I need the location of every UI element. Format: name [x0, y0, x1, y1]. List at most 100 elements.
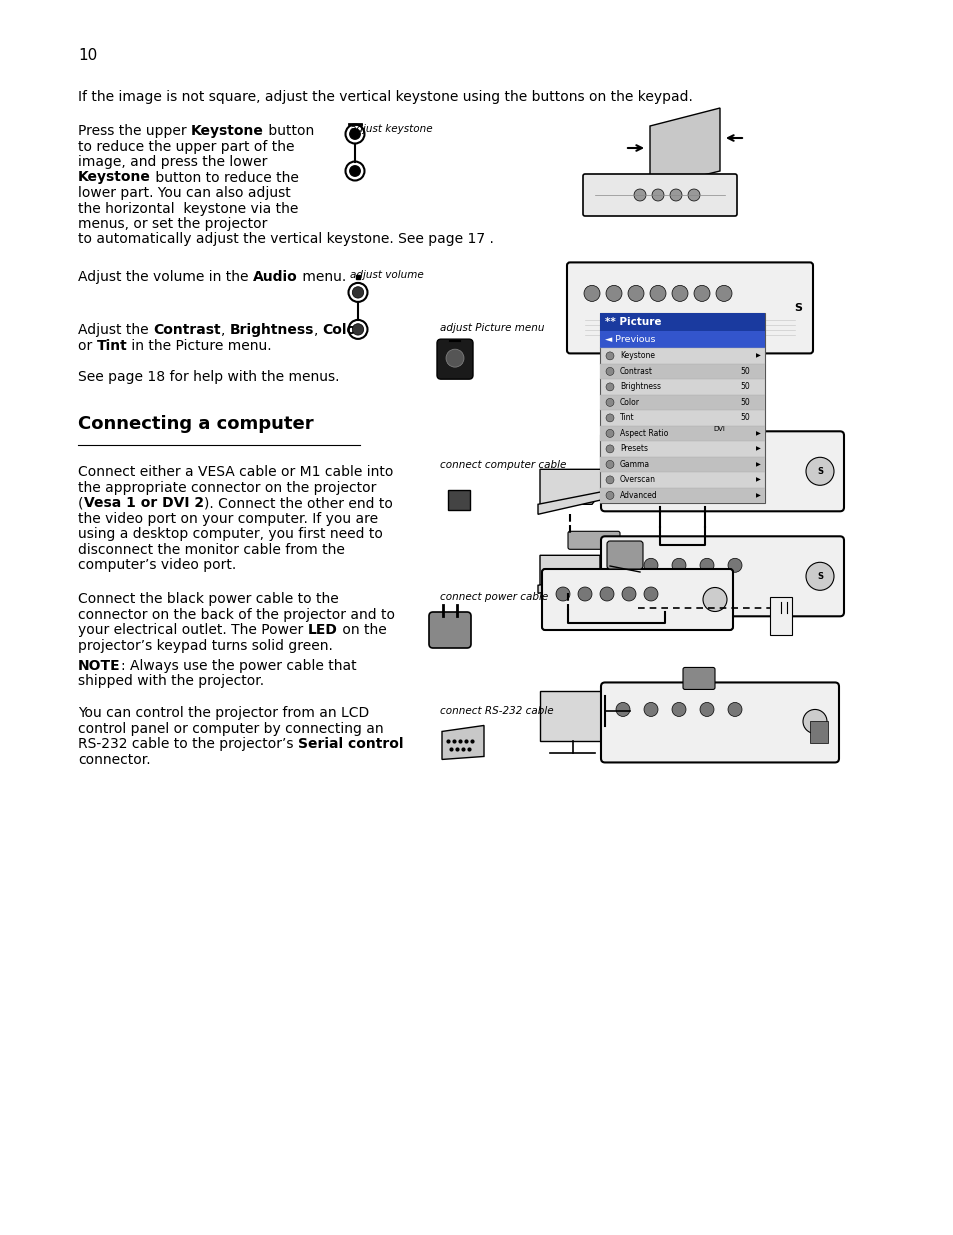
Text: to reduce the upper part of the: to reduce the upper part of the [78, 140, 294, 153]
Circle shape [716, 285, 731, 301]
Text: the horizontal  keystone via the: the horizontal keystone via the [78, 201, 298, 215]
Circle shape [634, 189, 645, 201]
Text: S: S [816, 572, 822, 580]
Circle shape [605, 399, 614, 406]
Bar [769, 597, 791, 635]
Text: ,: , [363, 324, 368, 337]
Polygon shape [537, 573, 601, 593]
Circle shape [700, 703, 713, 716]
Text: Brightness: Brightness [229, 324, 314, 337]
Text: You can control the projector from an LCD: You can control the projector from an LC… [78, 706, 369, 720]
Polygon shape [539, 469, 601, 504]
Text: Tint: Tint [619, 414, 634, 422]
Circle shape [605, 430, 614, 437]
FancyBboxPatch shape [582, 174, 737, 216]
Text: ▶: ▶ [756, 353, 760, 358]
Polygon shape [537, 492, 603, 514]
Text: RS-232 cable to the projector’s: RS-232 cable to the projector’s [78, 737, 297, 751]
Text: Contrast: Contrast [152, 324, 220, 337]
Text: Keystone: Keystone [191, 124, 264, 138]
Text: menu.: menu. [297, 270, 346, 284]
Text: control panel or computer by connecting an: control panel or computer by connecting … [78, 722, 383, 736]
Circle shape [700, 558, 713, 572]
Text: Advanced: Advanced [619, 490, 657, 500]
Circle shape [616, 558, 629, 572]
Circle shape [627, 285, 643, 301]
Circle shape [350, 128, 360, 140]
Text: Keystone: Keystone [78, 170, 151, 184]
Text: connect power cable: connect power cable [439, 592, 548, 601]
Text: computer’s video port.: computer’s video port. [78, 558, 236, 572]
Text: Color: Color [322, 324, 363, 337]
Text: the appropriate connector on the projector: the appropriate connector on the project… [78, 480, 376, 495]
Text: ). Connect the other end to: ). Connect the other end to [203, 496, 392, 510]
Circle shape [599, 587, 614, 601]
Text: Adjust the volume in the: Adjust the volume in the [78, 270, 253, 284]
Text: If the image is not square, adjust the vertical keystone using the buttons on th: If the image is not square, adjust the v… [78, 90, 692, 104]
FancyBboxPatch shape [606, 541, 642, 569]
Text: Press the upper: Press the upper [78, 124, 191, 138]
Text: Contrast: Contrast [619, 367, 652, 375]
Text: DVI: DVI [713, 426, 724, 432]
Circle shape [671, 558, 685, 572]
Text: button to reduce the: button to reduce the [151, 170, 298, 184]
Circle shape [616, 453, 629, 467]
Circle shape [702, 588, 726, 611]
Bar [539, 692, 604, 741]
Text: Connect either a VESA cable or M1 cable into: Connect either a VESA cable or M1 cable … [78, 466, 393, 479]
Circle shape [352, 324, 363, 335]
Polygon shape [441, 725, 483, 760]
FancyBboxPatch shape [566, 262, 812, 353]
Circle shape [802, 709, 826, 734]
Circle shape [350, 165, 360, 177]
Circle shape [605, 383, 614, 391]
Text: S: S [816, 467, 822, 475]
Polygon shape [539, 556, 599, 585]
Bar [599, 488, 764, 503]
Text: : Always use the power cable that: : Always use the power cable that [120, 658, 355, 673]
Text: projector’s keypad turns solid green.: projector’s keypad turns solid green. [78, 638, 333, 652]
FancyBboxPatch shape [436, 340, 473, 379]
Circle shape [693, 285, 709, 301]
Circle shape [446, 350, 463, 367]
Text: Vesa 1 or DVI 2: Vesa 1 or DVI 2 [84, 496, 203, 510]
Bar [599, 395, 764, 410]
Text: Presets: Presets [619, 445, 647, 453]
Circle shape [649, 285, 665, 301]
Text: image, and press the lower: image, and press the lower [78, 156, 267, 169]
Bar [730, 479, 748, 493]
Text: Color: Color [619, 398, 639, 406]
Circle shape [556, 587, 569, 601]
Text: 50: 50 [740, 414, 749, 422]
Text: ,: , [314, 324, 322, 337]
Bar [675, 479, 692, 493]
FancyBboxPatch shape [685, 422, 753, 436]
Circle shape [643, 703, 658, 716]
Text: NOTE: NOTE [78, 658, 120, 673]
Text: using a desktop computer, you first need to: using a desktop computer, you first need… [78, 527, 382, 541]
Circle shape [605, 352, 614, 359]
FancyBboxPatch shape [600, 431, 843, 511]
Circle shape [643, 558, 658, 572]
Text: connect computer cable: connect computer cable [439, 461, 566, 471]
Polygon shape [649, 107, 720, 188]
Circle shape [605, 414, 614, 422]
Text: menus, or set the projector: menus, or set the projector [78, 217, 267, 231]
Text: adjust keystone: adjust keystone [350, 124, 432, 135]
Text: ** Picture: ** Picture [604, 317, 660, 327]
Text: 50: 50 [740, 398, 749, 406]
Circle shape [671, 285, 687, 301]
Text: ▶: ▶ [756, 493, 760, 498]
Bar [448, 490, 470, 510]
Text: connect RS-232 cable: connect RS-232 cable [439, 706, 553, 716]
Circle shape [671, 453, 685, 467]
Text: shipped with the projector.: shipped with the projector. [78, 674, 264, 688]
FancyBboxPatch shape [682, 667, 714, 689]
Text: 10: 10 [78, 48, 97, 63]
Bar [599, 363, 764, 379]
Circle shape [605, 475, 614, 484]
Circle shape [605, 367, 614, 375]
Text: ▶: ▶ [756, 462, 760, 467]
FancyBboxPatch shape [541, 569, 732, 630]
Circle shape [805, 457, 833, 485]
